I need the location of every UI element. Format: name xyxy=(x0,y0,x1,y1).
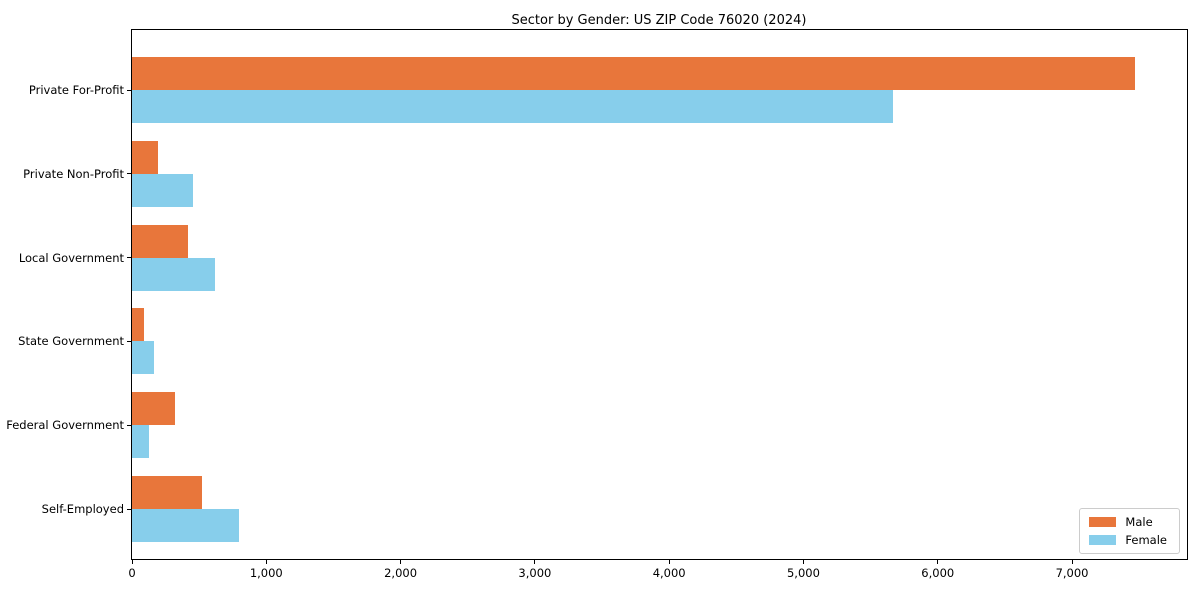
y-label-private-non-profit: Private Non-Profit xyxy=(23,166,124,181)
bar-male-private-non-profit xyxy=(132,140,159,174)
bar-male-private-for-profit xyxy=(132,57,1136,90)
y-label-local-government: Local Government xyxy=(18,250,124,265)
x-label-4000: 4,000 xyxy=(652,566,686,580)
male-legend-swatch xyxy=(1089,517,1117,527)
x-tick-7000 xyxy=(1071,559,1073,564)
x-tick-0 xyxy=(131,559,133,564)
y-label-self-employed: Self-Employed xyxy=(41,502,124,516)
bar-male-federal-government xyxy=(132,392,175,426)
bar-female-private-for-profit xyxy=(132,90,894,123)
x-tick-1000 xyxy=(265,559,267,564)
x-label-2000: 2,000 xyxy=(384,566,418,580)
bar-male-local-government xyxy=(132,224,189,258)
y-tick-local-government xyxy=(127,257,132,259)
y-label-state-government: State Government xyxy=(18,334,124,349)
y-tick-federal-government xyxy=(127,424,132,426)
bar-male-state-government xyxy=(132,308,145,342)
female-legend-swatch xyxy=(1089,535,1117,545)
x-label-5000: 5,000 xyxy=(786,566,820,580)
plot-area: Male Female Private For-Profit Private No… xyxy=(6,29,1188,580)
x-label-6000: 6,000 xyxy=(921,566,955,580)
chart-title: Sector by Gender: US ZIP Code 76020 (202… xyxy=(511,13,807,28)
bar-female-private-non-profit xyxy=(132,173,194,207)
male-legend-label: Male xyxy=(1125,515,1153,529)
x-label-0: 0 xyxy=(128,566,136,580)
y-tick-state-government xyxy=(127,340,132,342)
legend-item-male: Male xyxy=(1089,516,1167,528)
x-tick-5000 xyxy=(802,559,804,564)
bar-female-local-government xyxy=(132,257,216,291)
bar-female-self-employed xyxy=(132,509,240,542)
y-label-private-for-profit: Private For-Profit xyxy=(28,83,124,97)
x-tick-2000 xyxy=(400,559,402,564)
x-label-1000: 1,000 xyxy=(249,566,283,580)
y-label-federal-government: Federal Government xyxy=(6,418,124,433)
legend: Male Female xyxy=(1079,508,1180,554)
x-tick-4000 xyxy=(668,559,670,564)
bar-female-state-government xyxy=(132,341,155,375)
x-tick-3000 xyxy=(534,559,536,564)
legend-item-female: Female xyxy=(1089,534,1167,546)
x-label-3000: 3,000 xyxy=(518,566,552,580)
y-tick-self-employed xyxy=(127,508,132,510)
x-tick-6000 xyxy=(937,559,939,564)
female-legend-label: Female xyxy=(1125,533,1167,547)
bar-male-self-employed xyxy=(132,476,202,509)
y-tick-private-for-profit xyxy=(127,89,132,91)
y-tick-private-non-profit xyxy=(127,173,132,175)
x-label-7000: 7,000 xyxy=(1055,566,1089,580)
bar-female-federal-government xyxy=(132,425,149,459)
